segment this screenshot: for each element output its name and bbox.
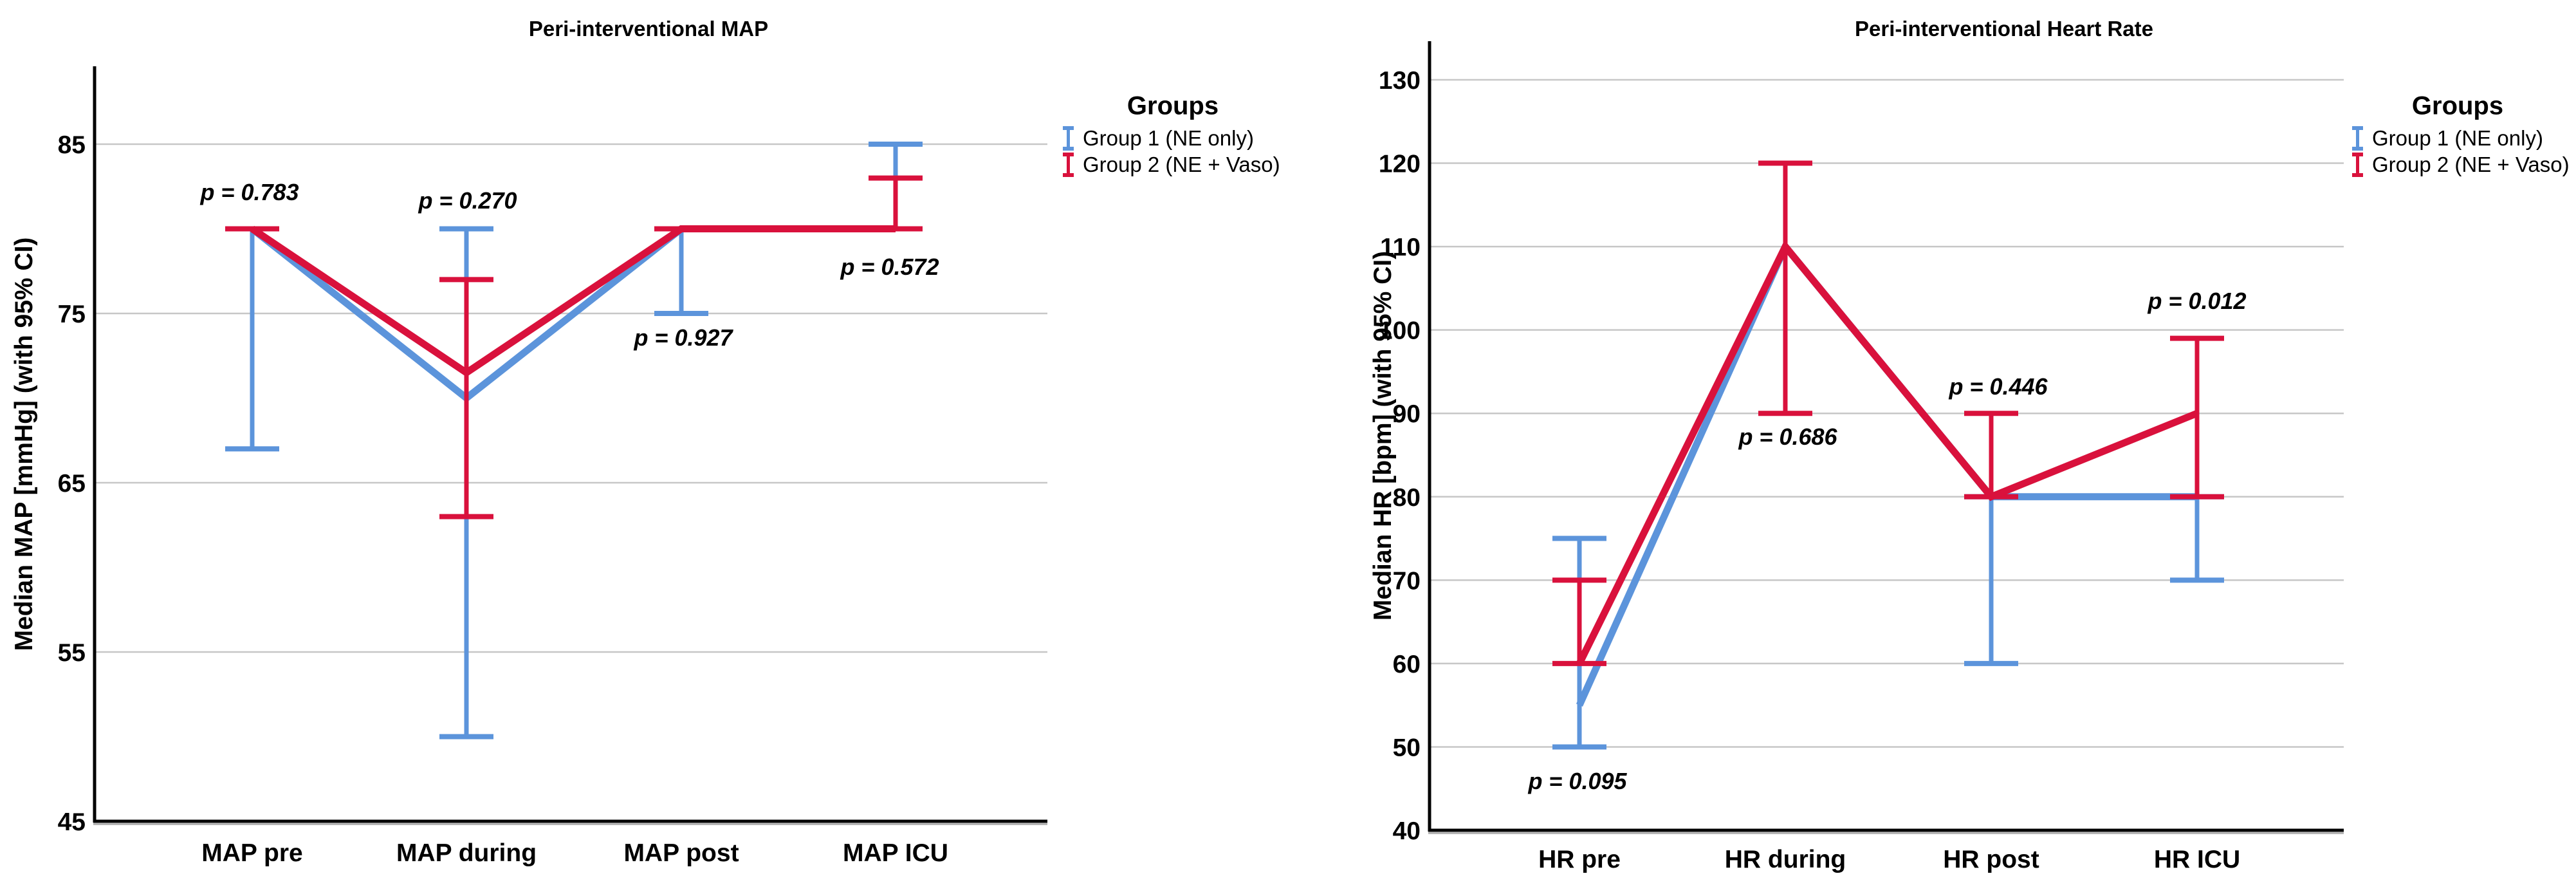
x-category-label: HR post: [1943, 846, 2039, 873]
y-tick-label: 60: [1393, 651, 1421, 678]
x-category-label: HR pre: [1538, 846, 1621, 873]
map-y-axis-label: Median MAP [mmHg] (with 95% CI): [10, 237, 38, 651]
legend-label: Group 1 (NE only): [1083, 126, 1254, 150]
x-category-label: MAP pre: [201, 839, 303, 867]
y-tick-label: 40: [1393, 817, 1421, 845]
hr-y-axis-label: Median HR [bpm] (with 95% CI): [1369, 250, 1397, 621]
p-value-label: p = 0.686: [1738, 424, 1837, 450]
error-bar-icon: [1063, 153, 1074, 177]
p-value-label: p = 0.012: [2147, 288, 2246, 314]
legend-label: Group 2 (NE + Vaso): [1083, 153, 1280, 176]
hr-chart-title: Peri-interventional Heart Rate: [1855, 17, 2153, 41]
legend-label: Group 1 (NE only): [2372, 126, 2543, 150]
legend-label: Group 2 (NE + Vaso): [2372, 153, 2570, 176]
p-value-label: p = 0.095: [1527, 768, 1627, 794]
y-tick-label: 130: [1379, 67, 1421, 95]
y-tick-label: 65: [58, 470, 86, 498]
y-tick-label: 110: [1380, 234, 1421, 261]
y-tick-label: 45: [58, 808, 86, 836]
y-tick-label: 70: [1393, 567, 1421, 595]
p-value-label: p = 0.572: [840, 254, 939, 280]
y-tick-label: 80: [1393, 484, 1421, 512]
map-legend-item-group1: Group 1 (NE only): [1063, 126, 1254, 151]
y-tick-label: 50: [1393, 734, 1421, 761]
y-tick-label: 75: [58, 301, 86, 328]
hr-legend-title: Groups: [2411, 91, 2504, 120]
p-value-label: p = 0.270: [418, 187, 517, 214]
y-tick-label: 90: [1393, 400, 1421, 428]
y-tick-label: 100: [1379, 317, 1421, 345]
error-bar-icon: [2352, 126, 2363, 151]
x-category-label: MAP during: [396, 839, 537, 867]
p-value-label: p = 0.783: [199, 179, 299, 205]
map-legend-title: Groups: [1127, 91, 1219, 120]
x-category-label: HR ICU: [2154, 846, 2240, 873]
map-chart-title: Peri-interventional MAP: [528, 17, 769, 41]
error-bar-icon: [2352, 153, 2363, 177]
hr-legend-item-group1: Group 1 (NE only): [2352, 126, 2543, 151]
map-legend-item-group2: Group 2 (NE + Vaso): [1063, 153, 1280, 177]
error-bar-icon: [1063, 126, 1074, 151]
p-value-label: p = 0.446: [1948, 373, 2048, 400]
hr-legend-item-group2: Group 2 (NE + Vaso): [2352, 153, 2570, 177]
x-category-label: HR during: [1725, 846, 1846, 873]
y-tick-label: 85: [58, 131, 86, 159]
x-category-label: MAP ICU: [843, 839, 948, 867]
y-tick-label: 55: [58, 639, 86, 667]
p-value-label: p = 0.927: [633, 324, 733, 351]
y-tick-label: 120: [1379, 151, 1421, 178]
series-line: [1576, 240, 2199, 666]
x-category-label: MAP post: [623, 839, 739, 867]
series-line: [250, 225, 896, 377]
